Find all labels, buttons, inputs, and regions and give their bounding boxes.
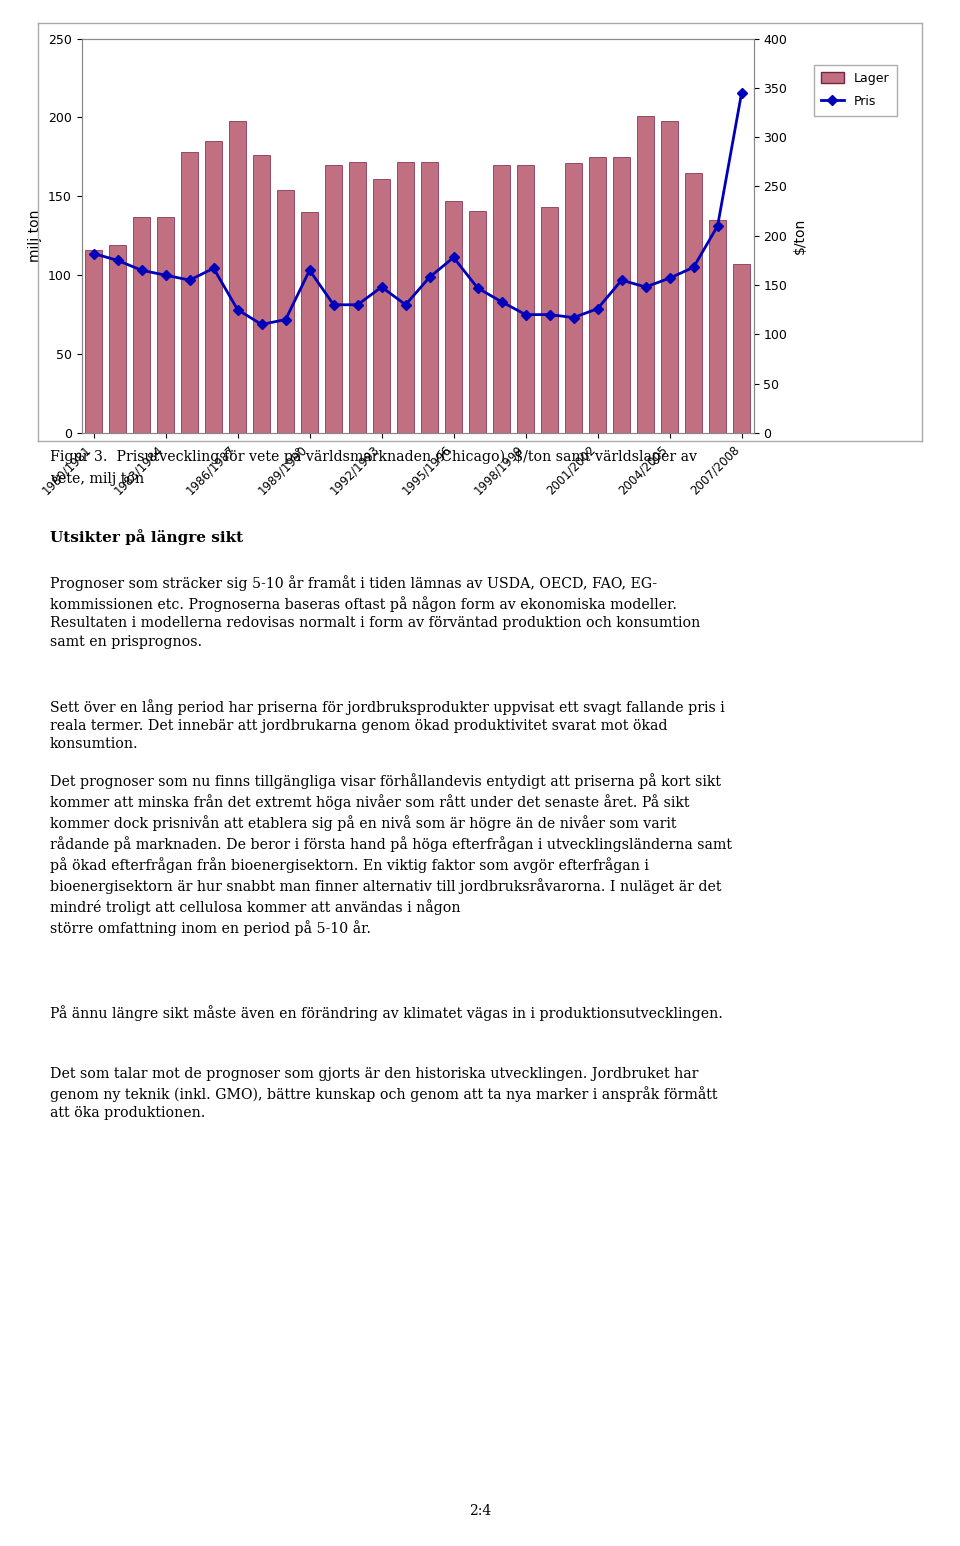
Bar — [132, 216, 150, 433]
Bar — [372, 179, 390, 433]
Bar — [348, 162, 366, 433]
Bar — [85, 250, 102, 433]
Bar — [708, 220, 726, 433]
Text: Utsikter på längre sikt: Utsikter på längre sikt — [50, 529, 243, 544]
Bar — [420, 162, 438, 433]
Bar — [300, 212, 318, 433]
Bar — [492, 165, 510, 433]
Text: vete, milj ton: vete, milj ton — [50, 472, 144, 485]
Text: Det prognoser som nu finns tillgängliga visar förhållandevis entydigt att priser: Det prognoser som nu finns tillgängliga … — [50, 773, 732, 935]
Bar — [468, 210, 486, 433]
Y-axis label: milj ton: milj ton — [29, 210, 42, 261]
Bar — [324, 165, 342, 433]
Text: På ännu längre sikt måste även en förändring av klimatet vägas in i produktionsu: På ännu längre sikt måste även en föränd… — [50, 1005, 723, 1020]
Bar — [252, 155, 270, 433]
Bar — [228, 121, 246, 433]
Bar — [109, 246, 127, 433]
Bar — [564, 164, 582, 433]
Bar — [204, 141, 222, 433]
Bar — [684, 173, 702, 433]
Legend: Lager, Pris: Lager, Pris — [814, 65, 897, 116]
Bar — [588, 156, 606, 433]
Text: Figur 3.  Prisutveckling för vete på världsmarknaden (Chicago), $/ton samt värld: Figur 3. Prisutveckling för vete på värl… — [50, 448, 697, 464]
Bar — [660, 121, 678, 433]
Bar — [540, 207, 558, 433]
Bar — [732, 264, 750, 433]
Bar — [180, 152, 198, 433]
Text: Det som talar mot de prognoser som gjorts är den historiska utvecklingen. Jordbr: Det som talar mot de prognoser som gjort… — [50, 1067, 717, 1121]
Bar — [636, 116, 654, 433]
Bar — [516, 165, 534, 433]
Text: Sett över en lång period har priserna för jordbruksprodukter uppvisat ett svagt : Sett över en lång period har priserna fö… — [50, 699, 725, 751]
Bar — [612, 156, 630, 433]
Text: 2:4: 2:4 — [468, 1504, 492, 1518]
Text: Prognoser som sträcker sig 5-10 år framåt i tiden lämnas av USDA, OECD, FAO, EG-: Prognoser som sträcker sig 5-10 år framå… — [50, 575, 700, 649]
Bar — [156, 216, 174, 433]
Bar — [444, 201, 462, 433]
Bar — [276, 190, 294, 433]
Y-axis label: $/ton: $/ton — [793, 218, 806, 254]
Bar — [396, 162, 414, 433]
